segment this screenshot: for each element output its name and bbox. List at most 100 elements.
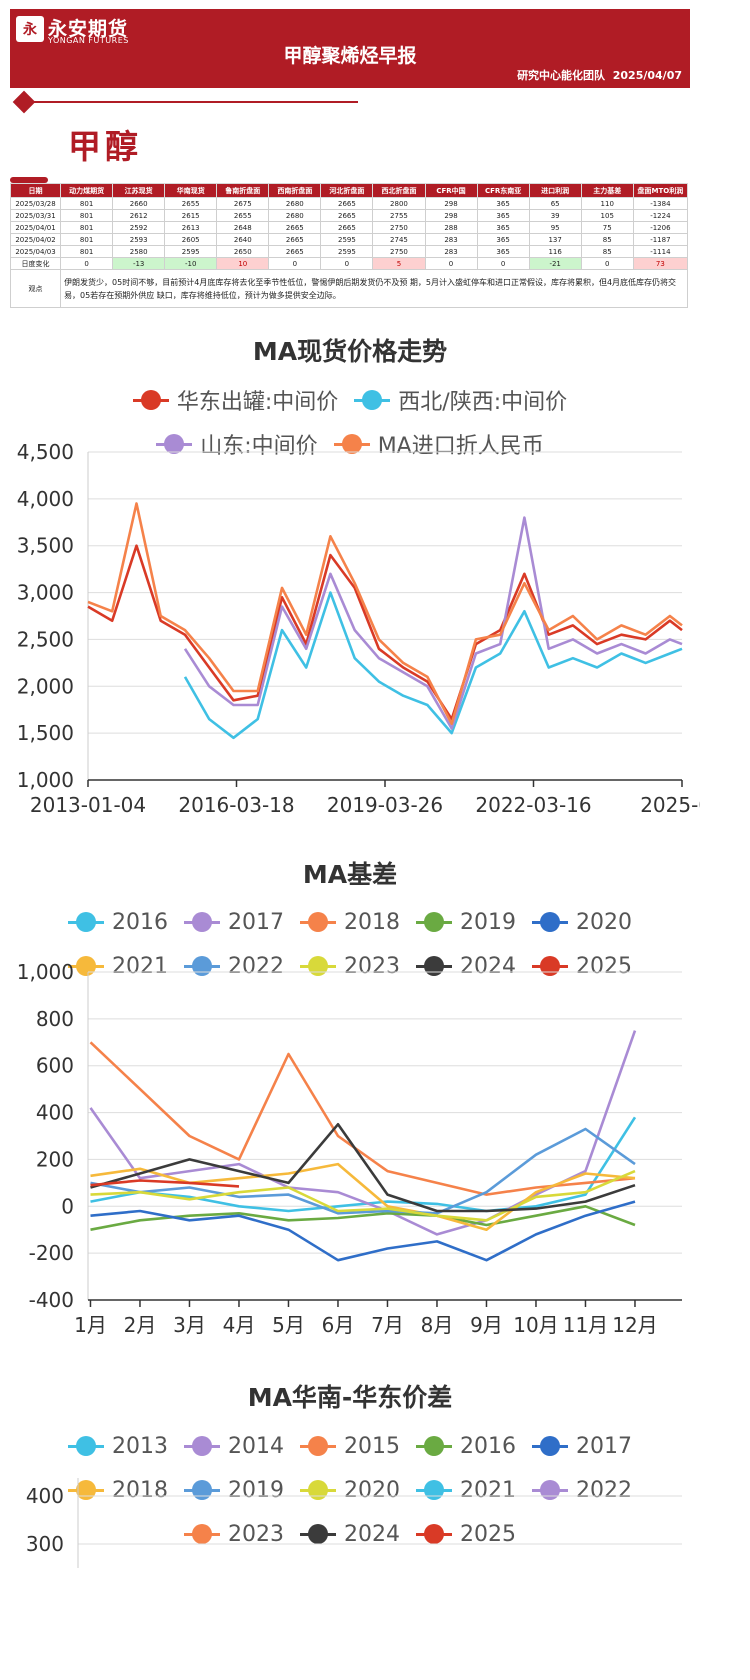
legend-item[interactable]: 2024 (300, 1522, 400, 1547)
table-cell: 2648 (216, 221, 270, 234)
legend-item[interactable]: 2020 (300, 1478, 400, 1503)
table-cell: 801 (60, 245, 114, 258)
legend-item[interactable]: 2017 (532, 1434, 632, 1459)
table-cell: 2665 (320, 197, 374, 210)
table-cell: 365 (476, 197, 530, 210)
legend-item[interactable]: 2017 (184, 910, 284, 935)
legend-label: 2022 (576, 1477, 632, 1503)
legend-item[interactable]: 2019 (416, 910, 516, 935)
legend-marker-icon (416, 912, 452, 932)
daily-change-cell: 0 (580, 257, 634, 270)
table-cell: 801 (60, 197, 114, 210)
legend-marker-icon (156, 434, 193, 454)
table-cell: 801 (60, 233, 114, 246)
legend-marker-icon (68, 956, 104, 976)
x-tick-label: 2月 (124, 1313, 157, 1337)
report-date: 2025/04/07 (612, 69, 682, 82)
spread-chart-title: MA华南-华东价差 (247, 1383, 453, 1412)
table-header-cell: 西南折盘面 (268, 183, 322, 198)
spot-price-chart: 4,500 4,000 3,500 3,000 2,500 2,000 1,500 1,000… (17, 440, 700, 817)
table-cell: 2025/04/01 (9, 221, 62, 234)
section-title: 甲醇 (68, 127, 142, 166)
legend-item[interactable]: 2023 (300, 954, 400, 979)
table-cell: -1224 (632, 209, 689, 222)
x-tick-label: 1月 (74, 1313, 107, 1337)
legend-item[interactable]: 2021 (68, 954, 168, 979)
legend-item[interactable]: 2018 (68, 1478, 168, 1503)
table-cell: 298 (424, 197, 478, 210)
table-header-cell: 动力煤期货 (60, 183, 114, 198)
legend-item[interactable]: 2023 (184, 1522, 284, 1547)
series-line (90, 1162, 636, 1231)
legend-item[interactable]: 2018 (300, 910, 400, 935)
legend-item[interactable]: 2016 (68, 910, 168, 935)
y-tick-label: -400 (29, 1288, 74, 1312)
y-tick-label: 800 (36, 1007, 74, 1031)
table-header-cell: 河北折盘面 (320, 183, 374, 198)
table-cell: 137 (528, 233, 582, 246)
legend-item[interactable]: MA进口折人民币 (333, 428, 544, 460)
table-cell: 2665 (320, 221, 374, 234)
daily-change-cell: 10 (216, 257, 270, 270)
table-header-cell: CFR中国 (424, 183, 478, 198)
legend-row: 山东:中间价 MA进口折人民币 (0, 422, 700, 466)
legend-label: 2025 (576, 953, 632, 979)
spot-chart-title: MA现货价格走势 (252, 337, 448, 366)
daily-change-cell: -10 (164, 257, 218, 270)
legend-item[interactable]: 2014 (184, 1434, 284, 1459)
legend-label: 2020 (344, 1477, 400, 1503)
legend-item[interactable]: 2013 (68, 1434, 168, 1459)
y-tick-label: 4,500 (17, 440, 74, 464)
daily-change-cell: 5 (372, 257, 426, 270)
legend-marker-icon (532, 1436, 568, 1456)
company-name-cn: 永安期货 (48, 18, 129, 40)
x-tick-label: 5月 (272, 1313, 305, 1337)
table-cell: 2665 (268, 245, 322, 258)
table-cell: 2595 (320, 233, 374, 246)
table-cell: 110 (580, 197, 634, 210)
legend-item[interactable]: 山东:中间价 (156, 428, 318, 460)
legend-item[interactable]: 2025 (416, 1522, 516, 1547)
view-text: 伊朗发货少，05时间不够，目前预计4月底库存将去化至季节性低位，警惕伊朗后期发货… (60, 269, 688, 308)
table-cell: 2613 (164, 221, 218, 234)
legend-item[interactable]: 2025 (532, 954, 632, 979)
table-cell: 2745 (372, 233, 426, 246)
table-cell: 298 (424, 209, 478, 222)
series-line (87, 544, 683, 721)
legend-label: 2018 (344, 909, 400, 935)
legend-label: 2019 (228, 1477, 284, 1503)
table-cell: 95 (528, 221, 582, 234)
y-tick-label: 300 (26, 1532, 64, 1556)
table-cell: 365 (476, 209, 530, 222)
legend-label: 2020 (576, 909, 632, 935)
legend-marker-icon (184, 912, 220, 932)
table-cell: 39 (528, 209, 582, 222)
legend-marker-icon (68, 912, 104, 932)
legend-label: 2022 (228, 953, 284, 979)
company-name-en: YONGAN FUTURES (48, 36, 129, 45)
legend-item[interactable]: 华东出罐:中间价 (132, 384, 338, 416)
table-cell: 2595 (164, 245, 218, 258)
view-row: 观点 伊朗发货少，05时间不够，目前预计4月底库存将去化至季节性低位，警惕伊朗后期… (9, 269, 688, 308)
series-line (90, 1200, 636, 1262)
legend-item[interactable]: 2016 (416, 1434, 516, 1459)
x-tick-label: 2022-03-16 (475, 793, 591, 817)
legend-item[interactable]: 2015 (300, 1434, 400, 1459)
legend-item[interactable]: 西北/陕西:中间价 (354, 384, 567, 416)
y-tick-label: 200 (36, 1147, 74, 1171)
legend-item[interactable]: 2019 (184, 1478, 284, 1503)
legend-item[interactable]: 2022 (184, 954, 284, 979)
y-tick-label: 2,500 (17, 627, 74, 651)
legend-item[interactable]: 2022 (532, 1478, 632, 1503)
x-tick-label: 2013-01-04 (30, 793, 146, 817)
legend-item[interactable]: 2024 (416, 954, 516, 979)
report-title: 甲醇聚烯烃早报 (283, 45, 417, 67)
series-line (183, 591, 683, 740)
legend-label: 2025 (460, 1521, 516, 1547)
table-cell: 2025/03/28 (9, 197, 62, 210)
legend-marker-icon (184, 1480, 220, 1500)
legend-item[interactable]: 2020 (532, 910, 632, 935)
legend-marker-icon (416, 1436, 452, 1456)
legend-item[interactable]: 2021 (416, 1478, 516, 1503)
x-tick-label: 2016-03-18 (178, 793, 294, 817)
